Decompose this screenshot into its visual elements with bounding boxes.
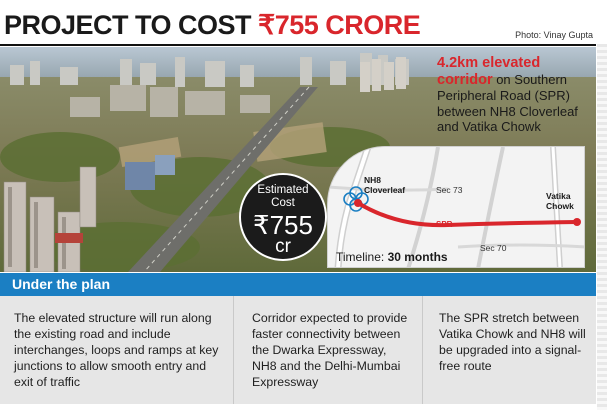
sec-73-label: Sec 73	[436, 185, 463, 195]
headline-amount: ₹755 CRORE	[258, 10, 421, 40]
headline: PROJECT TO COST ₹755 CRORE	[4, 8, 424, 42]
plan-points: The elevated structure will run along th…	[0, 296, 596, 404]
page-edge	[597, 44, 607, 410]
corridor-details: on Southern Peripheral Road (SPR) betwee…	[437, 71, 578, 135]
route-map-graphic	[328, 147, 584, 267]
plan-point: The elevated structure will run along th…	[14, 311, 219, 389]
timeline: Timeline: 30 months	[336, 250, 448, 264]
plan-title: Under the plan	[0, 273, 596, 296]
cost-unit: cr	[275, 236, 291, 257]
spr-label: SPR	[436, 220, 453, 229]
plan-point: Corridor expected to provide faster conn…	[233, 296, 423, 404]
corridor-description: 4.2km elevated corridor on Southern Peri…	[437, 55, 593, 135]
headline-rule	[0, 44, 596, 46]
headline-prefix: PROJECT TO COST	[4, 10, 259, 40]
cost-value: ₹755	[253, 210, 313, 240]
vatika-chowk-label: Vatika Chowk	[546, 191, 574, 211]
timeline-label: Timeline:	[336, 250, 388, 264]
timeline-value: 30 months	[387, 250, 448, 264]
photo-credit: Photo: Vinay Gupta	[515, 30, 593, 40]
cost-label-line2: Cost	[271, 197, 295, 209]
cost-label-line1: Estimated	[257, 184, 309, 196]
corridor-highlight: 4.2km elevated corridor	[437, 55, 541, 88]
plan-point: The SPR stretch between Vatika Chowk and…	[439, 311, 586, 373]
route-map: NH8 Cloverleaf Sec 73 Vatika Chowk SPR S…	[327, 146, 585, 268]
nh8-cloverleaf-label: NH8 Cloverleaf	[364, 175, 406, 195]
sec-70-label: Sec 70	[480, 243, 507, 253]
cost-badge: Estimated Cost ₹755 cr	[239, 173, 327, 261]
